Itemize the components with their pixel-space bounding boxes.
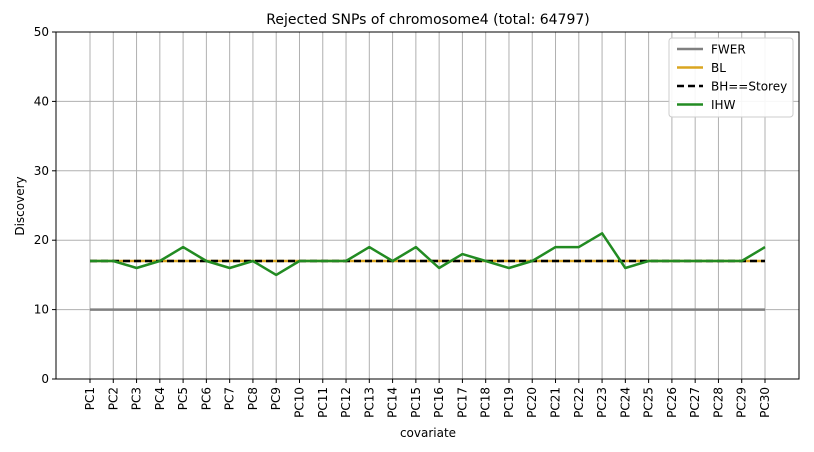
x-tick-label: PC24 (618, 387, 632, 418)
y-tick-label: 40 (34, 94, 49, 108)
x-tick-label: PC17 (455, 387, 469, 418)
legend-label: IHW (711, 98, 736, 112)
legend-box (668, 37, 794, 118)
x-tick-label: PC6 (199, 387, 213, 410)
x-tick-label: PC29 (735, 387, 749, 418)
x-tick-label: PC18 (479, 387, 493, 418)
y-tick-label: 30 (34, 164, 49, 178)
x-tick-label: PC28 (711, 387, 725, 418)
x-tick-label: PC19 (502, 387, 516, 418)
x-tick-label: PC15 (409, 387, 423, 418)
x-tick-label: PC26 (665, 387, 679, 418)
x-tick-label: PC8 (246, 387, 260, 410)
y-axis-label: Discovery (13, 176, 27, 235)
x-tick-label: PC21 (549, 387, 563, 418)
x-axis-label: covariate (400, 426, 456, 440)
x-tick-label: PC13 (362, 387, 376, 418)
series-line-ihw (90, 232, 766, 277)
y-tick-label: 20 (34, 233, 49, 247)
legend-label: BL (711, 61, 726, 75)
x-tick-label: PC14 (386, 387, 400, 418)
x-tick-label: PC30 (758, 387, 772, 418)
series-lines (90, 232, 766, 311)
x-tick-label: PC20 (525, 387, 539, 418)
y-tick-label: 10 (34, 303, 49, 317)
x-tick-label: PC11 (316, 387, 330, 418)
x-tick-label: PC10 (292, 387, 306, 418)
x-tick-label: PC2 (106, 387, 120, 410)
x-tick-label: PC3 (130, 387, 144, 410)
x-tick-label: PC5 (176, 387, 190, 410)
x-tick-label: PC25 (642, 387, 656, 418)
x-tick-label: PC7 (223, 387, 237, 410)
legend-label: BH==Storey (711, 80, 787, 94)
y-ticks: 0 10 20 30 40 50 (34, 25, 56, 386)
legend: FWER BL BH==Storey IHW (668, 37, 794, 118)
legend-label: FWER (711, 43, 746, 57)
y-tick-label: 50 (34, 25, 49, 39)
plot-frame (55, 31, 800, 380)
x-tick-label: PC27 (688, 387, 702, 418)
x-tick-label: PC12 (339, 387, 353, 418)
x-tick-label: PC16 (432, 387, 446, 418)
x-ticks: PC1 PC2 PC3 PC4 PC5 PC6 PC7 PC8 PC9 PC10 PC11 PC12 P… (83, 379, 772, 418)
x-tick-label: PC4 (153, 387, 167, 410)
x-tick-label: PC23 (595, 387, 609, 418)
x-tick-label: PC22 (572, 387, 586, 418)
chart-title: Rejected SNPs of chromosome4 (total: 647… (266, 12, 590, 28)
x-tick-label: PC1 (83, 387, 97, 410)
y-tick-label: 0 (41, 372, 49, 386)
x-tick-label: PC9 (269, 387, 283, 410)
